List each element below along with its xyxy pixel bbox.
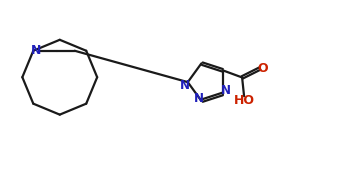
Text: N: N <box>221 84 231 97</box>
Text: HO: HO <box>234 94 255 107</box>
Text: N: N <box>31 44 42 57</box>
Text: O: O <box>257 62 267 75</box>
Text: N: N <box>193 92 203 105</box>
Text: N: N <box>180 79 190 92</box>
